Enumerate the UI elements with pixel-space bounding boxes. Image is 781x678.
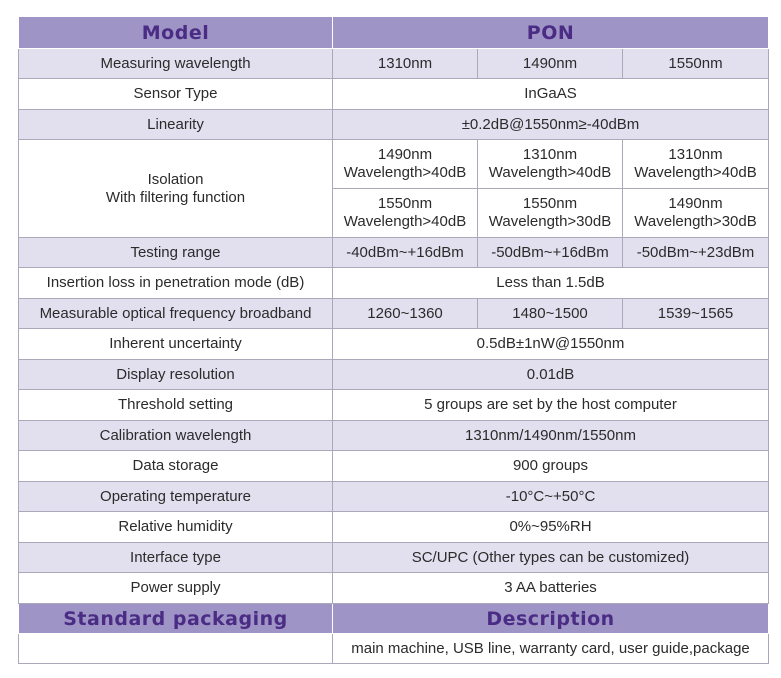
row-label: Display resolution xyxy=(18,359,333,390)
table-row: Operating temperature -10°C~+50°C xyxy=(18,481,770,512)
cell-value: ±0.2dB@1550nm≥-40dBm xyxy=(331,109,770,140)
row-label: Operating temperature xyxy=(18,481,333,512)
isolation-label-line1: Isolation xyxy=(147,170,204,188)
row-label: Data storage xyxy=(18,450,333,482)
row-label: Inherent uncertainty xyxy=(18,328,333,360)
cell-value: 1550nm xyxy=(621,48,770,79)
cell-value: 3 AA batteries xyxy=(331,572,770,604)
cell-line: Wavelength>40dB xyxy=(343,213,467,230)
row-label: Interface type xyxy=(18,542,333,573)
cell-value: 1480~1500 xyxy=(477,298,623,329)
table-row: Interface type SC/UPC (Other types can b… xyxy=(18,542,770,573)
row-label-isolation: Isolation With filtering function xyxy=(18,139,333,238)
row-label: Calibration wavelength xyxy=(18,420,333,451)
table-row: Relative humidity 0%~95%RH xyxy=(18,511,770,543)
table-row: Sensor Type InGaAS xyxy=(18,78,770,110)
cell-value: 1490nm xyxy=(477,48,623,79)
table-row: 1550nm Wavelength>40dB 1550nm Wavelength>3… xyxy=(19,188,770,238)
cell-value: 0%~95%RH xyxy=(331,511,770,543)
header-model: Model xyxy=(18,16,333,49)
table-row: Calibration wavelength 1310nm/1490nm/155… xyxy=(18,420,770,451)
header-description: Description xyxy=(331,603,770,634)
cell-value: 1490nm Wavelength>30dB xyxy=(621,188,770,238)
header-standard-packaging: Standard packaging xyxy=(18,603,333,634)
packaging-row: main machine, USB line, warranty card, u… xyxy=(18,633,770,664)
cell-value: InGaAS xyxy=(331,78,770,110)
table-row: Isolation With filtering function 1490nm… xyxy=(18,139,770,238)
isolation-label-line2: With filtering function xyxy=(105,188,246,206)
row-label: Testing range xyxy=(18,237,333,268)
table-row: Measuring wavelength 1310nm 1490nm 1550n… xyxy=(18,48,770,79)
cell-value: Less than 1.5dB xyxy=(331,267,770,299)
cell-value: 5 groups are set by the host computer xyxy=(331,389,770,421)
cell-value: 1539~1565 xyxy=(621,298,770,329)
cell-line: Wavelength>30dB xyxy=(634,213,757,230)
table-row: Data storage 900 groups xyxy=(18,450,770,482)
row-label: Sensor Type xyxy=(18,78,333,110)
cell-value: 1260~1360 xyxy=(332,298,478,329)
cell-value: 1310nm Wavelength>40dB xyxy=(477,139,623,189)
cell-line: Wavelength>30dB xyxy=(488,213,612,230)
row-label: Measuring wavelength xyxy=(18,48,333,79)
cell-line: 1550nm xyxy=(522,195,578,212)
cell-value: 0.5dB±1nW@1550nm xyxy=(331,328,770,360)
cell-value: 1550nm Wavelength>30dB xyxy=(477,188,623,238)
table-row: Display resolution 0.01dB xyxy=(18,359,770,390)
table-row: Testing range -40dBm~+16dBm -50dBm~+16dB… xyxy=(18,237,770,268)
row-label: Linearity xyxy=(18,109,333,140)
table-row: Power supply 3 AA batteries xyxy=(18,572,770,604)
table-row: Linearity ±0.2dB@1550nm≥-40dBm xyxy=(18,109,770,140)
cell-value: -10°C~+50°C xyxy=(331,481,770,512)
row-label: Power supply xyxy=(18,572,333,604)
packaging-header-row: Standard packaging Description xyxy=(18,603,770,634)
spec-table: Model PON Measuring wavelength 1310nm 14… xyxy=(18,16,770,664)
cell-value: 1310nm/1490nm/1550nm xyxy=(331,420,770,451)
cell-value: 1490nm Wavelength>40dB xyxy=(332,139,478,189)
cell-value: 0.01dB xyxy=(331,359,770,390)
cell-line: 1310nm xyxy=(522,146,578,163)
cell-line: Wavelength>40dB xyxy=(343,164,467,181)
cell-value: 900 groups xyxy=(331,450,770,482)
packaging-left-cell xyxy=(18,633,333,664)
cell-value: 1310nm xyxy=(332,48,478,79)
cell-value: 1310nm Wavelength>40dB xyxy=(621,139,770,189)
cell-line: Wavelength>40dB xyxy=(634,164,757,181)
cell-value: -40dBm~+16dBm xyxy=(332,237,478,268)
cell-line: Wavelength>40dB xyxy=(488,164,612,181)
table-row: Insertion loss in penetration mode (dB) … xyxy=(18,267,770,299)
table-row: Inherent uncertainty 0.5dB±1nW@1550nm xyxy=(18,328,770,360)
cell-value: -50dBm~+23dBm xyxy=(621,237,770,268)
table-row: Threshold setting 5 groups are set by th… xyxy=(18,389,770,421)
row-label: Threshold setting xyxy=(18,389,333,421)
cell-value: -50dBm~+16dBm xyxy=(477,237,623,268)
cell-line: 1310nm xyxy=(668,146,723,163)
header-pon: PON xyxy=(331,16,770,49)
table-header-row: Model PON xyxy=(18,16,770,49)
cell-value: SC/UPC (Other types can be customized) xyxy=(331,542,770,573)
cell-line: 1550nm xyxy=(377,195,433,212)
row-label: Relative humidity xyxy=(18,511,333,543)
cell-value: 1550nm Wavelength>40dB xyxy=(332,188,478,238)
packaging-description: main machine, USB line, warranty card, u… xyxy=(331,633,770,664)
cell-line: 1490nm xyxy=(377,146,433,163)
row-label: Insertion loss in penetration mode (dB) xyxy=(18,267,333,299)
row-label: Measurable optical frequency broadband xyxy=(18,298,333,329)
cell-line: 1490nm xyxy=(668,195,723,212)
table-row: Measurable optical frequency broadband 1… xyxy=(18,298,770,329)
